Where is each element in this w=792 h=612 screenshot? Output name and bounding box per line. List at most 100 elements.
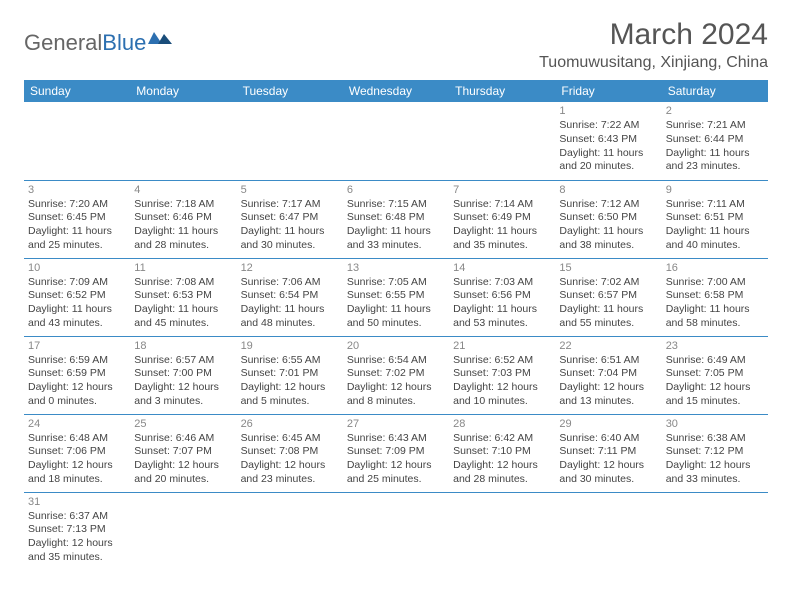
day-info-line: Daylight: 12 hours: [559, 381, 657, 395]
day-number: 1: [559, 104, 657, 118]
calendar-cell: 29Sunrise: 6:40 AMSunset: 7:11 PMDayligh…: [555, 414, 661, 492]
day-number: 6: [347, 183, 445, 197]
calendar-cell: 10Sunrise: 7:09 AMSunset: 6:52 PMDayligh…: [24, 258, 130, 336]
calendar-cell: 19Sunrise: 6:55 AMSunset: 7:01 PMDayligh…: [237, 336, 343, 414]
day-info-line: Sunrise: 7:11 AM: [666, 198, 764, 212]
day-info-line: Daylight: 12 hours: [347, 459, 445, 473]
day-info-line: and 53 minutes.: [453, 317, 551, 331]
calendar-cell: 3Sunrise: 7:20 AMSunset: 6:45 PMDaylight…: [24, 180, 130, 258]
calendar-cell: 28Sunrise: 6:42 AMSunset: 7:10 PMDayligh…: [449, 414, 555, 492]
day-info-line: and 55 minutes.: [559, 317, 657, 331]
day-info-line: Daylight: 12 hours: [666, 381, 764, 395]
day-info-line: Sunset: 6:48 PM: [347, 211, 445, 225]
day-number: 20: [347, 339, 445, 353]
day-info-line: Sunset: 7:02 PM: [347, 367, 445, 381]
calendar-row: 10Sunrise: 7:09 AMSunset: 6:52 PMDayligh…: [24, 258, 768, 336]
calendar-cell: 20Sunrise: 6:54 AMSunset: 7:02 PMDayligh…: [343, 336, 449, 414]
day-info-line: Sunset: 7:00 PM: [134, 367, 232, 381]
calendar-cell: 4Sunrise: 7:18 AMSunset: 6:46 PMDaylight…: [130, 180, 236, 258]
calendar-cell: 22Sunrise: 6:51 AMSunset: 7:04 PMDayligh…: [555, 336, 661, 414]
calendar-cell: 6Sunrise: 7:15 AMSunset: 6:48 PMDaylight…: [343, 180, 449, 258]
day-info-line: Sunset: 6:53 PM: [134, 289, 232, 303]
day-info-line: and 0 minutes.: [28, 395, 126, 409]
logo-text-general: General: [24, 30, 102, 56]
calendar-row: 1Sunrise: 7:22 AMSunset: 6:43 PMDaylight…: [24, 102, 768, 180]
day-info-line: Sunset: 7:01 PM: [241, 367, 339, 381]
day-info-line: Sunrise: 6:40 AM: [559, 432, 657, 446]
day-info-line: Daylight: 11 hours: [241, 225, 339, 239]
day-number: 11: [134, 261, 232, 275]
calendar-cell: 30Sunrise: 6:38 AMSunset: 7:12 PMDayligh…: [662, 414, 768, 492]
day-info-line: Sunset: 7:03 PM: [453, 367, 551, 381]
day-number: 27: [347, 417, 445, 431]
calendar-cell: 2Sunrise: 7:21 AMSunset: 6:44 PMDaylight…: [662, 102, 768, 180]
calendar-row: 31Sunrise: 6:37 AMSunset: 7:13 PMDayligh…: [24, 492, 768, 570]
day-info-line: Sunrise: 7:15 AM: [347, 198, 445, 212]
day-info-line: Daylight: 11 hours: [453, 225, 551, 239]
day-info-line: and 18 minutes.: [28, 473, 126, 487]
day-info-line: Sunset: 7:07 PM: [134, 445, 232, 459]
calendar-row: 3Sunrise: 7:20 AMSunset: 6:45 PMDaylight…: [24, 180, 768, 258]
day-info-line: Daylight: 12 hours: [241, 381, 339, 395]
calendar-cell: 27Sunrise: 6:43 AMSunset: 7:09 PMDayligh…: [343, 414, 449, 492]
calendar-cell: 9Sunrise: 7:11 AMSunset: 6:51 PMDaylight…: [662, 180, 768, 258]
day-info-line: Daylight: 11 hours: [28, 225, 126, 239]
day-info-line: and 48 minutes.: [241, 317, 339, 331]
day-number: 29: [559, 417, 657, 431]
day-info-line: Sunrise: 6:49 AM: [666, 354, 764, 368]
day-info-line: and 23 minutes.: [241, 473, 339, 487]
title-block: March 2024 Tuomuwusitang, Xinjiang, Chin…: [539, 18, 768, 72]
day-info-line: Sunrise: 7:03 AM: [453, 276, 551, 290]
day-info-line: and 38 minutes.: [559, 239, 657, 253]
calendar-cell: [237, 102, 343, 180]
month-title: March 2024: [539, 18, 768, 52]
logo-text-blue: Blue: [102, 30, 146, 56]
day-info-line: Daylight: 12 hours: [241, 459, 339, 473]
day-number: 22: [559, 339, 657, 353]
day-info-line: Sunrise: 7:22 AM: [559, 119, 657, 133]
day-info-line: Daylight: 12 hours: [28, 537, 126, 551]
day-info-line: Daylight: 12 hours: [347, 381, 445, 395]
calendar-cell: 18Sunrise: 6:57 AMSunset: 7:00 PMDayligh…: [130, 336, 236, 414]
day-info-line: Sunset: 7:08 PM: [241, 445, 339, 459]
calendar-cell: [343, 102, 449, 180]
weekday-header: Friday: [555, 80, 661, 102]
day-info-line: Sunset: 6:56 PM: [453, 289, 551, 303]
day-info-line: Sunrise: 6:55 AM: [241, 354, 339, 368]
day-info-line: Sunset: 6:50 PM: [559, 211, 657, 225]
day-info-line: Sunset: 7:13 PM: [28, 523, 126, 537]
day-info-line: and 8 minutes.: [347, 395, 445, 409]
day-info-line: and 10 minutes.: [453, 395, 551, 409]
day-info-line: Daylight: 12 hours: [453, 459, 551, 473]
day-number: 7: [453, 183, 551, 197]
day-info-line: Sunset: 6:44 PM: [666, 133, 764, 147]
day-info-line: Sunset: 6:46 PM: [134, 211, 232, 225]
day-info-line: Sunset: 7:06 PM: [28, 445, 126, 459]
day-info-line: Sunrise: 7:05 AM: [347, 276, 445, 290]
day-info-line: and 35 minutes.: [28, 551, 126, 565]
day-info-line: Daylight: 11 hours: [453, 303, 551, 317]
day-info-line: Daylight: 11 hours: [134, 225, 232, 239]
weekday-header-row: Sunday Monday Tuesday Wednesday Thursday…: [24, 80, 768, 102]
day-info-line: Sunset: 6:58 PM: [666, 289, 764, 303]
day-number: 12: [241, 261, 339, 275]
day-info-line: and 33 minutes.: [666, 473, 764, 487]
calendar-cell: [130, 102, 236, 180]
calendar-table: Sunday Monday Tuesday Wednesday Thursday…: [24, 80, 768, 570]
calendar-row: 24Sunrise: 6:48 AMSunset: 7:06 PMDayligh…: [24, 414, 768, 492]
day-info-line: Sunset: 7:09 PM: [347, 445, 445, 459]
day-number: 24: [28, 417, 126, 431]
day-number: 23: [666, 339, 764, 353]
day-info-line: Daylight: 11 hours: [666, 147, 764, 161]
day-info-line: Sunrise: 7:02 AM: [559, 276, 657, 290]
day-info-line: Sunrise: 6:37 AM: [28, 510, 126, 524]
calendar-cell: [237, 492, 343, 570]
day-info-line: Sunrise: 7:12 AM: [559, 198, 657, 212]
day-number: 10: [28, 261, 126, 275]
day-info-line: Daylight: 12 hours: [559, 459, 657, 473]
day-info-line: Daylight: 12 hours: [134, 459, 232, 473]
weekday-header: Thursday: [449, 80, 555, 102]
calendar-cell: [343, 492, 449, 570]
calendar-cell: 17Sunrise: 6:59 AMSunset: 6:59 PMDayligh…: [24, 336, 130, 414]
day-info-line: Sunrise: 7:06 AM: [241, 276, 339, 290]
